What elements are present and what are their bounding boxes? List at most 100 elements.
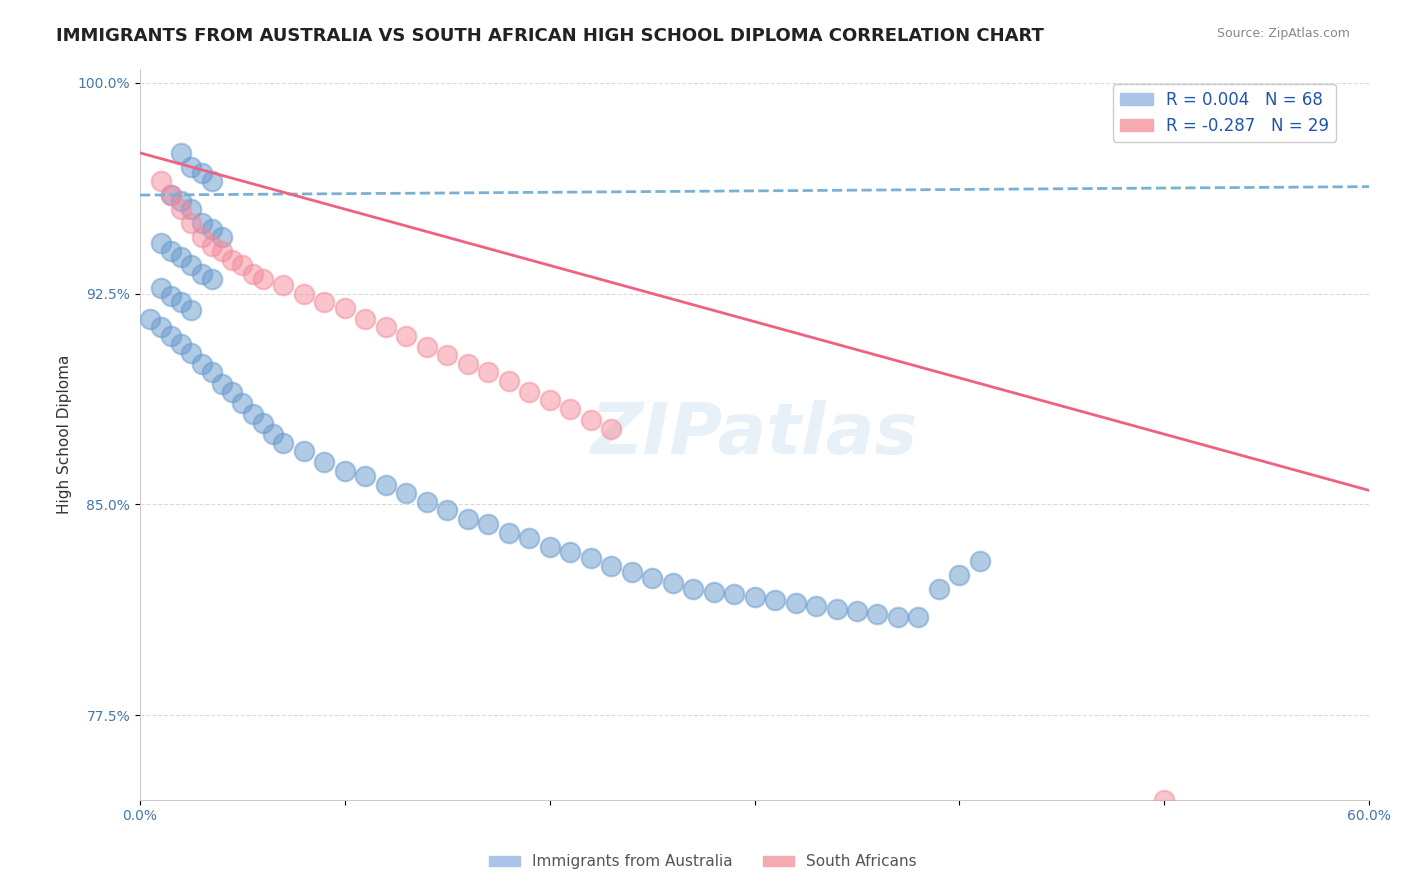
Point <box>477 517 499 532</box>
Point <box>682 582 704 596</box>
Point <box>292 444 315 458</box>
Point <box>620 565 643 579</box>
Point <box>273 435 295 450</box>
Point <box>703 584 725 599</box>
Point <box>211 376 233 391</box>
Point <box>314 455 336 469</box>
Point <box>170 202 193 216</box>
Point <box>242 408 264 422</box>
Point <box>201 272 224 286</box>
Point <box>180 216 202 230</box>
Point <box>661 576 683 591</box>
Point <box>211 230 233 244</box>
Point <box>180 259 202 273</box>
Point <box>231 259 253 273</box>
Point <box>221 384 243 399</box>
Point <box>170 295 193 310</box>
Point <box>180 160 202 174</box>
Point <box>149 320 172 334</box>
Point <box>723 587 745 601</box>
Point <box>242 267 264 281</box>
Point <box>457 357 479 371</box>
Point <box>436 348 458 362</box>
Point <box>374 477 396 491</box>
Point <box>395 486 418 500</box>
Point <box>190 357 212 371</box>
Point <box>252 416 274 430</box>
Point <box>170 250 193 264</box>
Legend: R = 0.004   N = 68, R = -0.287   N = 29: R = 0.004 N = 68, R = -0.287 N = 29 <box>1114 84 1336 142</box>
Point <box>846 604 869 618</box>
Point <box>600 559 623 574</box>
Point <box>416 340 439 354</box>
Point <box>201 174 224 188</box>
Point <box>170 337 193 351</box>
Point <box>825 601 848 615</box>
Point <box>436 503 458 517</box>
Point <box>600 421 623 435</box>
Point <box>804 599 827 613</box>
Point <box>374 320 396 334</box>
Point <box>159 289 181 303</box>
Point <box>190 230 212 244</box>
Point <box>170 194 193 208</box>
Point <box>560 545 582 559</box>
Text: IMMIGRANTS FROM AUSTRALIA VS SOUTH AFRICAN HIGH SCHOOL DIPLOMA CORRELATION CHART: IMMIGRANTS FROM AUSTRALIA VS SOUTH AFRIC… <box>56 27 1045 45</box>
Point <box>149 174 172 188</box>
Point <box>180 303 202 318</box>
Point <box>354 311 377 326</box>
Point <box>159 328 181 343</box>
Point <box>149 281 172 295</box>
Point <box>477 365 499 379</box>
Point <box>517 531 540 545</box>
Point <box>744 591 766 605</box>
Point <box>292 286 315 301</box>
Point <box>517 384 540 399</box>
Point <box>170 145 193 160</box>
Point <box>907 610 929 624</box>
Point <box>457 511 479 525</box>
Point <box>333 464 356 478</box>
Point <box>149 235 172 250</box>
Point <box>159 244 181 259</box>
Point <box>201 365 224 379</box>
Point <box>785 596 807 610</box>
Point <box>928 582 950 596</box>
Point <box>314 295 336 310</box>
Y-axis label: High School Diploma: High School Diploma <box>58 354 72 514</box>
Point <box>416 494 439 508</box>
Point <box>201 222 224 236</box>
Point <box>579 550 602 565</box>
Point <box>579 413 602 427</box>
Point <box>498 525 520 540</box>
Text: ZIPatlas: ZIPatlas <box>591 400 918 468</box>
Point <box>887 610 910 624</box>
Point <box>538 540 561 554</box>
Point <box>354 469 377 483</box>
Point <box>190 267 212 281</box>
Point <box>763 593 786 607</box>
Point <box>395 328 418 343</box>
Point <box>190 165 212 179</box>
Point <box>231 396 253 410</box>
Point <box>560 401 582 416</box>
Point <box>252 272 274 286</box>
Point <box>498 374 520 388</box>
Point <box>139 311 162 326</box>
Text: Source: ZipAtlas.com: Source: ZipAtlas.com <box>1216 27 1350 40</box>
Point <box>180 202 202 216</box>
Point <box>201 238 224 252</box>
Point <box>969 554 991 568</box>
Point <box>538 393 561 408</box>
Point <box>180 345 202 359</box>
Point <box>211 244 233 259</box>
Legend: Immigrants from Australia, South Africans: Immigrants from Australia, South African… <box>484 848 922 875</box>
Point <box>262 427 284 442</box>
Point <box>159 188 181 202</box>
Point <box>190 216 212 230</box>
Point <box>866 607 889 621</box>
Point <box>221 252 243 267</box>
Point <box>1153 793 1175 807</box>
Point <box>641 571 664 585</box>
Point <box>159 188 181 202</box>
